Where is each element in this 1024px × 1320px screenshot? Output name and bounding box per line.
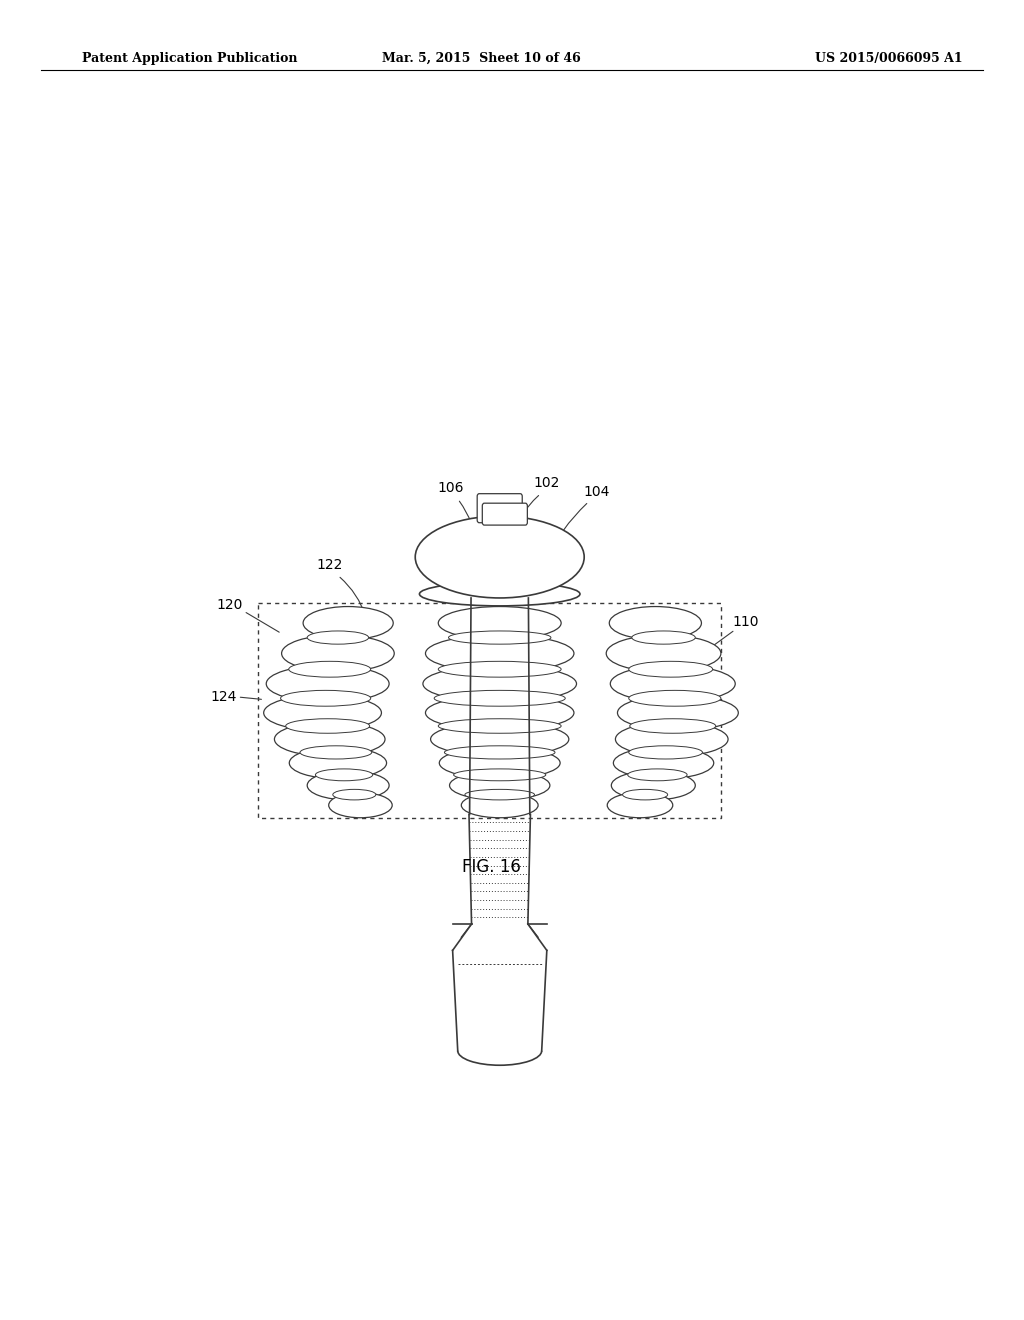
- Text: 110: 110: [732, 615, 759, 628]
- Ellipse shape: [629, 661, 713, 677]
- Ellipse shape: [333, 789, 376, 800]
- Ellipse shape: [329, 792, 392, 817]
- Ellipse shape: [286, 719, 370, 734]
- Ellipse shape: [623, 789, 668, 800]
- Text: 122: 122: [316, 558, 343, 572]
- Ellipse shape: [430, 722, 569, 756]
- Text: 102: 102: [534, 477, 560, 490]
- FancyBboxPatch shape: [477, 494, 522, 523]
- Ellipse shape: [307, 771, 389, 800]
- Ellipse shape: [628, 768, 687, 780]
- Ellipse shape: [461, 792, 539, 817]
- Ellipse shape: [282, 635, 394, 672]
- Text: 104: 104: [584, 486, 610, 499]
- Text: 106: 106: [437, 482, 464, 495]
- Ellipse shape: [281, 690, 371, 706]
- Text: 124: 124: [210, 690, 237, 704]
- Text: 120: 120: [216, 598, 243, 611]
- Ellipse shape: [426, 694, 573, 731]
- Ellipse shape: [315, 768, 373, 780]
- Ellipse shape: [300, 746, 372, 759]
- Ellipse shape: [629, 746, 702, 759]
- Ellipse shape: [434, 690, 565, 706]
- Text: Mar. 5, 2015  Sheet 10 of 46: Mar. 5, 2015 Sheet 10 of 46: [382, 51, 581, 65]
- Ellipse shape: [629, 690, 721, 706]
- Ellipse shape: [264, 694, 381, 731]
- Ellipse shape: [610, 665, 735, 702]
- Ellipse shape: [289, 747, 387, 779]
- Ellipse shape: [274, 722, 385, 756]
- Text: Patent Application Publication: Patent Application Publication: [82, 51, 297, 65]
- Ellipse shape: [617, 694, 738, 731]
- Ellipse shape: [630, 719, 716, 734]
- Ellipse shape: [450, 771, 550, 800]
- Ellipse shape: [632, 631, 695, 644]
- Ellipse shape: [606, 635, 721, 672]
- Ellipse shape: [303, 607, 393, 639]
- Ellipse shape: [266, 665, 389, 702]
- Ellipse shape: [449, 631, 551, 644]
- Ellipse shape: [423, 665, 577, 702]
- Ellipse shape: [609, 607, 701, 639]
- Text: US 2015/0066095 A1: US 2015/0066095 A1: [815, 51, 963, 65]
- Ellipse shape: [613, 747, 714, 779]
- Ellipse shape: [611, 771, 695, 800]
- Ellipse shape: [438, 607, 561, 639]
- Bar: [258, 603, 721, 818]
- Ellipse shape: [420, 582, 580, 606]
- Ellipse shape: [465, 789, 535, 800]
- Ellipse shape: [438, 719, 561, 734]
- Ellipse shape: [454, 768, 546, 780]
- Ellipse shape: [607, 792, 673, 817]
- Ellipse shape: [426, 635, 573, 672]
- Ellipse shape: [439, 747, 560, 779]
- Ellipse shape: [615, 722, 728, 756]
- FancyBboxPatch shape: [482, 503, 527, 525]
- Ellipse shape: [444, 746, 555, 759]
- Ellipse shape: [438, 661, 561, 677]
- Ellipse shape: [416, 516, 584, 598]
- Text: FIG. 16: FIG. 16: [462, 858, 521, 876]
- Ellipse shape: [307, 631, 369, 644]
- Ellipse shape: [289, 661, 371, 677]
